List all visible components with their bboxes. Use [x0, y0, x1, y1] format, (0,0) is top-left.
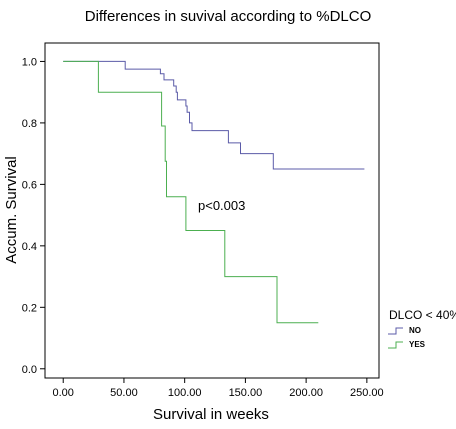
legend-swatch-no [388, 327, 403, 335]
x-tick-label: 250.00 [350, 387, 384, 399]
y-tick-label: 0.6 [22, 179, 37, 191]
legend-label-yes: YES [409, 340, 426, 349]
x-axis-ticks: 0.00 50.00 100.00 150.00 200.00 250.00 [53, 378, 384, 399]
series-layer [63, 60, 365, 324]
legend-item-no: NO [388, 326, 421, 335]
x-tick-label: 0.00 [53, 387, 74, 399]
y-tick-label: 0.4 [22, 241, 37, 253]
legend-title: DLCO < 40% [389, 308, 456, 322]
y-tick-label: 0.0 [22, 364, 37, 376]
legend: DLCO < 40% NO YES [388, 308, 456, 349]
y-tick-label: 1.0 [22, 56, 37, 68]
x-tick-label: 100.00 [168, 387, 202, 399]
legend-label-no: NO [409, 326, 421, 335]
plot-area: 0.00 50.00 100.00 150.00 200.00 250.00 0.0 0.2… [22, 42, 384, 399]
chart-title: Differences in suvival according to %DLC… [85, 8, 372, 25]
y-axis-label: Accum. Survival [3, 156, 20, 264]
y-tick-label: 0.2 [22, 302, 37, 314]
series-line-no [63, 60, 365, 170]
x-tick-label: 50.00 [110, 387, 138, 399]
x-axis-label: Survival in weeks [153, 406, 269, 423]
x-tick-label: 200.00 [289, 387, 323, 399]
x-tick-label: 150.00 [229, 387, 263, 399]
y-tick-label: 0.8 [22, 118, 37, 130]
legend-swatch-yes [388, 341, 403, 349]
series-line-yes [63, 60, 319, 324]
plot-frame [44, 42, 380, 379]
y-axis-ticks: 0.0 0.2 0.4 0.6 0.8 1.0 [22, 56, 45, 376]
legend-item-yes: YES [388, 340, 426, 349]
p-value-annotation: p<0.003 [198, 198, 245, 213]
